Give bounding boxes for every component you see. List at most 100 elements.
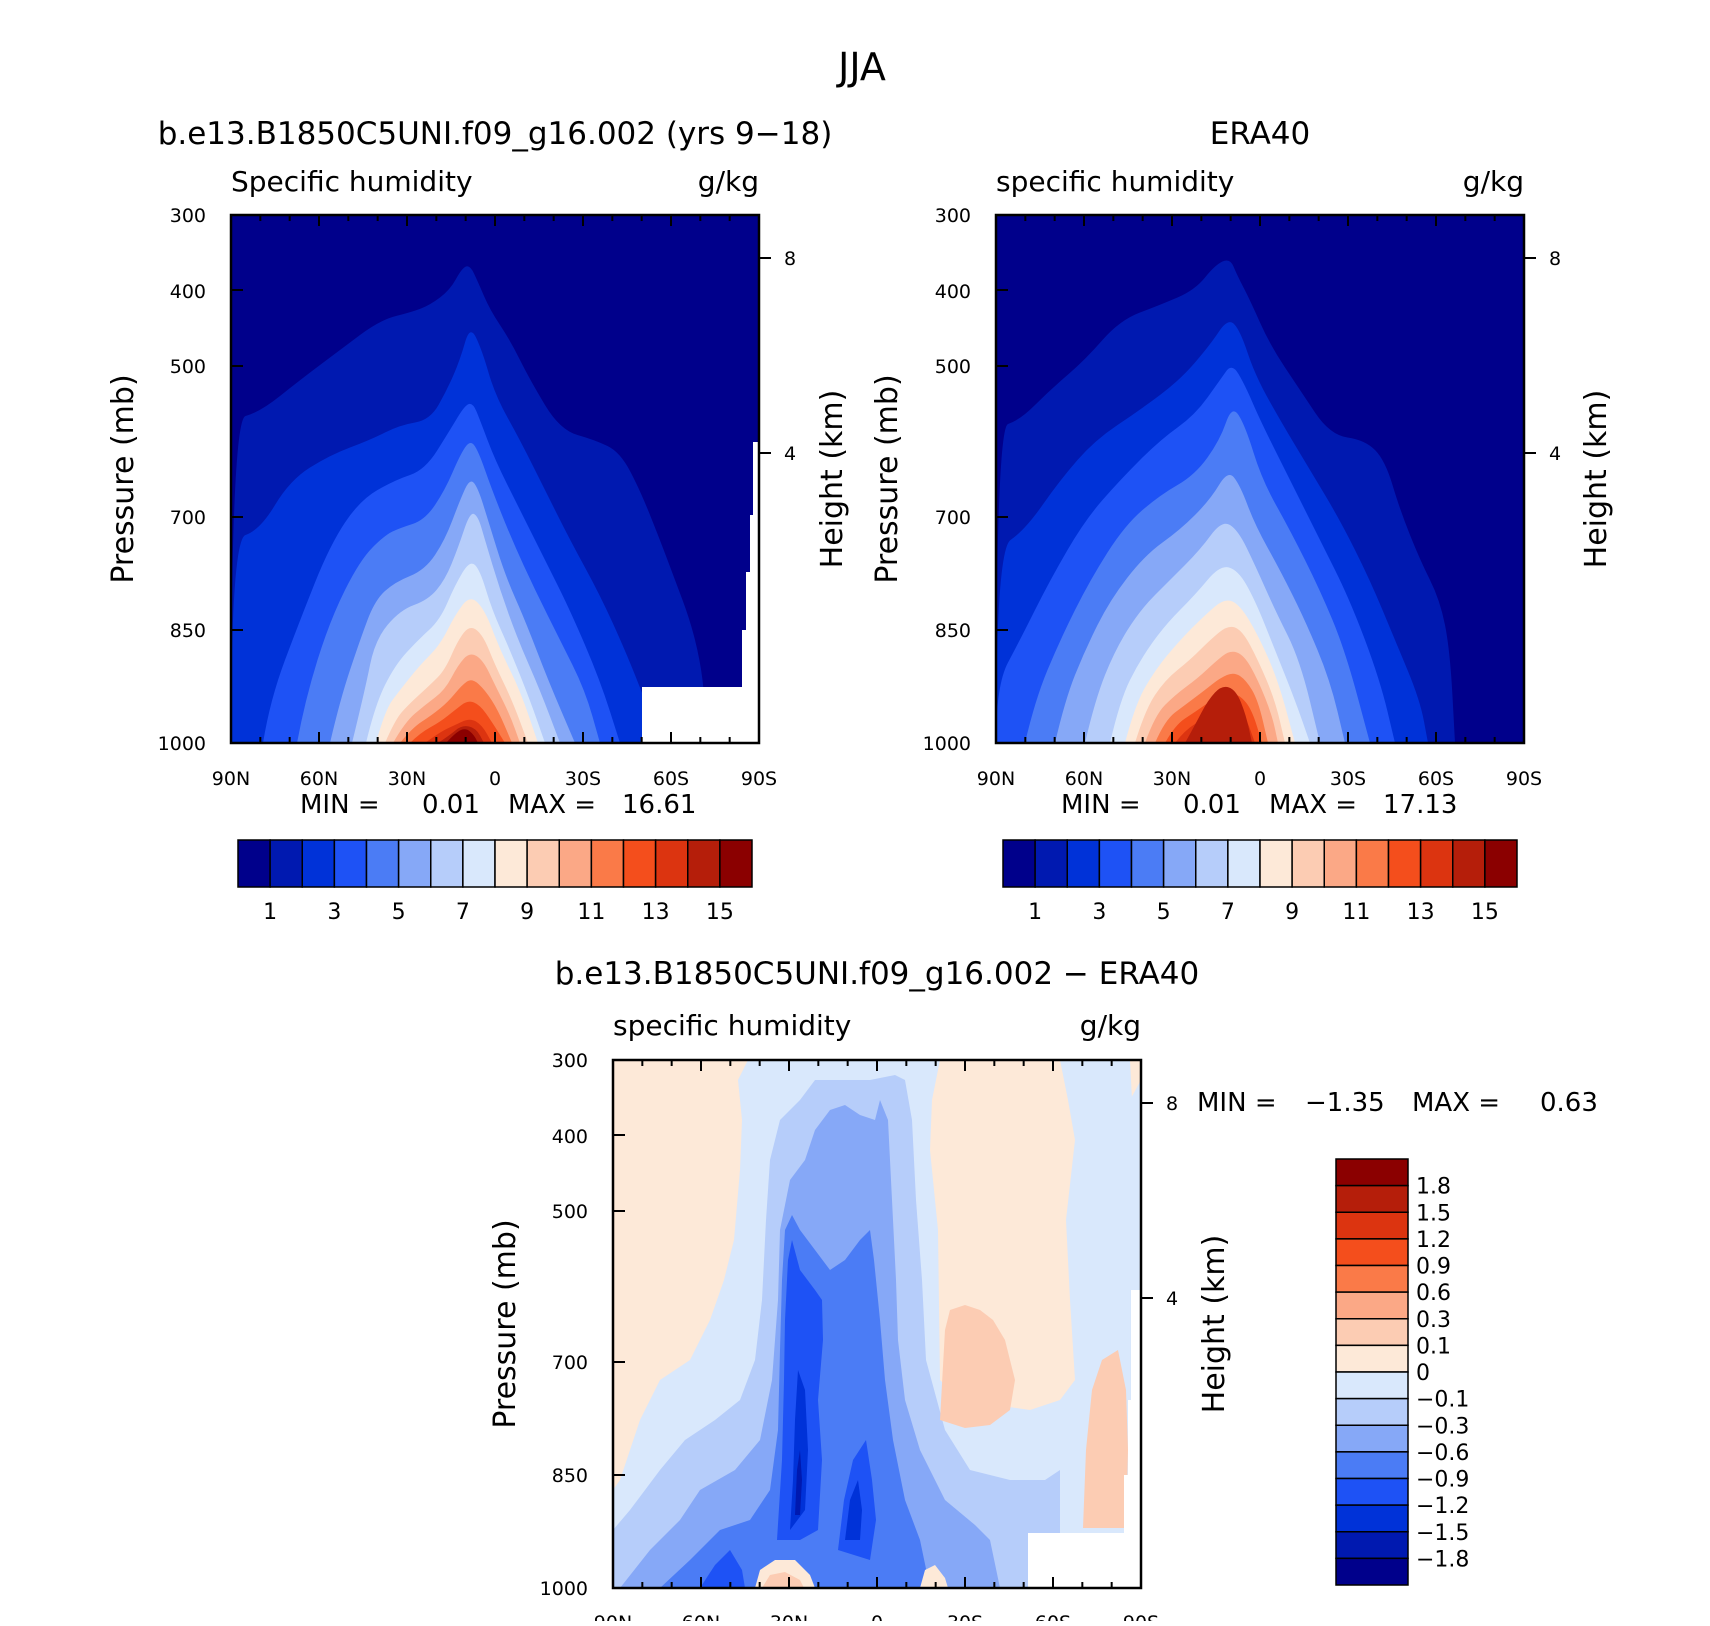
colorbar-label: 1.8 [1416, 1175, 1451, 1200]
height-tick-label: 8 [1549, 248, 1561, 270]
colorbar-label: −0.3 [1416, 1414, 1469, 1439]
x-tick-label: 30N [770, 1612, 808, 1621]
colorbar-label: 13 [642, 900, 670, 925]
colorbar-swatch [1452, 839, 1486, 888]
colorbar-swatch [719, 839, 753, 888]
colorbar-swatch [1291, 839, 1325, 888]
x-tick-label: 60S [1035, 1612, 1071, 1621]
y-tick-label: 850 [552, 1465, 588, 1487]
colorbar-swatch [1387, 839, 1422, 888]
max-value: 0.63 [1540, 1088, 1598, 1118]
height-tick-label: 4 [1549, 443, 1561, 465]
colorbar-label: 7 [1221, 900, 1235, 925]
max-label: MAX = [508, 790, 596, 820]
colorbar-swatch [1335, 1184, 1409, 1213]
x-tick-label: 30S [565, 768, 601, 790]
difference-contour-regions [613, 1060, 1141, 1588]
colorbar-swatch [462, 839, 496, 888]
y-tick-label: 850 [935, 620, 971, 642]
panel-difference-stats: MIN = −1.35 MAX = 0.63 [1197, 1088, 1598, 1118]
colorbar-swatch [1335, 1264, 1409, 1293]
colorbar-swatch [494, 839, 528, 888]
colorbar-swatch [1335, 1291, 1409, 1320]
region-pos-0.3 [940, 1305, 1015, 1428]
masked-edge [1124, 1290, 1141, 1533]
humidity-contour-bands [231, 266, 705, 743]
panel-era40-subtitle-left: specific humidity [996, 165, 1234, 198]
max-label: MAX = [1269, 790, 1357, 820]
humidity-contour-bands [996, 260, 1455, 743]
x-tick-label: 30N [388, 768, 426, 790]
y-tick-label: 400 [935, 281, 971, 303]
panel-era40-ticks [995, 214, 1536, 744]
min-label: MIN = [300, 790, 380, 820]
y-tick-label: 500 [170, 356, 206, 378]
colorbar-swatch [1335, 1477, 1409, 1506]
region-pos-0.3 [762, 1572, 804, 1588]
panel-model-colorbar: 1 3 5 7 9 11 13 15 [237, 839, 753, 925]
colorbar-swatch [1130, 839, 1165, 888]
colorbar-swatch [1335, 1318, 1409, 1347]
x-tick-label: 90S [1506, 768, 1542, 790]
y-tick-label: 500 [552, 1201, 588, 1223]
humidity-band [1185, 686, 1252, 743]
y-axis-label-right: Height (km) [1197, 1235, 1232, 1414]
x-tick-label: 30S [1330, 768, 1366, 790]
masked-edge [742, 442, 759, 687]
max-value: 17.13 [1383, 790, 1457, 820]
panel-era40-stats: MIN = 0.01 MAX = 17.13 [1061, 790, 1457, 820]
colorbar-swatch [1002, 839, 1036, 888]
panel-difference-ticks [612, 1059, 1153, 1589]
colorbar-swatch [1335, 1531, 1409, 1560]
colorbar-label: −0.1 [1416, 1388, 1469, 1413]
colorbar-swatch [1227, 839, 1261, 888]
colorbar-swatch [1195, 839, 1229, 888]
panel-difference-units: g/kg [1080, 1009, 1141, 1042]
panel-model-stats: MIN = 0.01 MAX = 16.61 [300, 790, 696, 820]
x-tick-label: 0 [1254, 768, 1266, 790]
colorbar-swatch [1098, 839, 1133, 888]
colorbar-swatch [1484, 839, 1518, 888]
colorbar-swatch [1335, 1504, 1409, 1533]
x-tick-label: 30N [1153, 768, 1191, 790]
colorbar-swatch [301, 839, 336, 888]
region-neg-1.5 [845, 1480, 862, 1540]
panel-difference-colorbar: 1.81.51.20.90.60.30.10−0.1−0.3−0.6−0.9−1… [1335, 1158, 1469, 1586]
colorbar-label: 3 [327, 900, 341, 925]
x-tick-label: 90N [977, 768, 1015, 790]
colorbar-swatch [558, 839, 593, 888]
x-tick-label: 60N [1065, 768, 1103, 790]
panel-model-subtitle-left: Specific humidity [231, 165, 473, 198]
colorbar-label: −0.9 [1416, 1468, 1469, 1493]
colorbar-swatch [1335, 1397, 1409, 1426]
min-value: 0.01 [1183, 790, 1241, 820]
colorbar-label: 11 [1342, 900, 1370, 925]
region-neg-1.8 [795, 1450, 802, 1515]
colorbar-swatch [430, 839, 464, 888]
y-axis-label: Pressure (mb) [106, 374, 141, 583]
x-tick-label: 60N [300, 768, 338, 790]
y-tick-label: 300 [552, 1050, 588, 1072]
region-neg-0.1 [1060, 1060, 1132, 1170]
panel-model: b.e13.B1850C5UNI.f09_g16.002 (yrs 9−18) … [106, 116, 850, 925]
region-pos-0.1 [920, 1565, 948, 1588]
y-tick-label: 850 [170, 620, 206, 642]
colorbar-label: 0.6 [1416, 1281, 1451, 1306]
y-axis-label-right: Height (km) [1579, 390, 1614, 569]
panel-era40-title: ERA40 [1210, 116, 1311, 152]
panel-model-field [231, 215, 759, 743]
max-label: MAX = [1412, 1088, 1500, 1118]
colorbar-swatch [237, 839, 271, 888]
x-tick-label: 90N [212, 768, 250, 790]
panel-era40-field [996, 215, 1524, 743]
colorbar-label: 0 [1416, 1361, 1430, 1386]
min-value: 0.01 [422, 790, 480, 820]
min-label: MIN = [1197, 1088, 1277, 1118]
colorbar-swatch [1335, 1371, 1409, 1400]
colorbar-label: 0.3 [1416, 1308, 1451, 1333]
panel-difference-title: b.e13.B1850C5UNI.f09_g16.002 − ERA40 [555, 956, 1200, 992]
height-tick-label: 4 [784, 443, 796, 465]
colorbar-label: 5 [1157, 900, 1171, 925]
